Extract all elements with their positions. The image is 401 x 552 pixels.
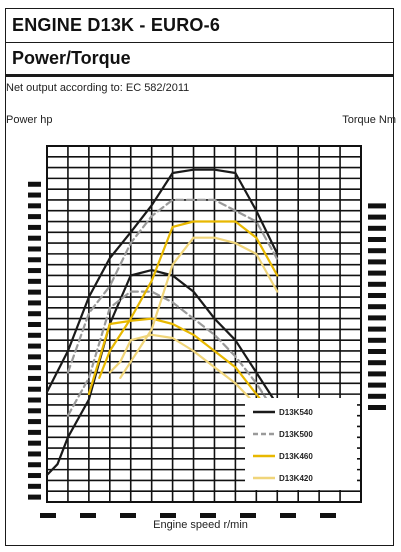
right-axis-tick (368, 237, 386, 242)
left-axis-tick (28, 311, 41, 317)
output-note: Net output according to: EC 582/2011 (6, 82, 190, 94)
left-axis-tick (28, 246, 41, 252)
left-axis-tick (28, 440, 41, 446)
left-axis-tick (28, 343, 41, 349)
subtitle-bar: Power/Torque (6, 43, 393, 77)
legend-label: D13K540 (279, 408, 313, 417)
left-axis-tick (28, 278, 41, 284)
left-axis-tick (28, 397, 41, 403)
series-power-line-d13k500 (66, 198, 279, 374)
x-axis-label: Engine speed r/min (153, 519, 248, 531)
left-axis-tick (28, 181, 41, 187)
right-axis-tick (368, 304, 386, 310)
right-axis-tick (368, 393, 386, 399)
legend-box (245, 398, 357, 490)
right-axis-tick (368, 293, 386, 298)
left-axis-tick (28, 451, 41, 457)
left-axis-tick (28, 192, 41, 198)
x-axis-tick (280, 513, 296, 518)
x-axis-tick (40, 513, 56, 518)
left-axis-tick (28, 214, 41, 220)
series-torque-line-d13k460 (87, 317, 279, 423)
title-bar: ENGINE D13K - EURO-6 (6, 9, 393, 43)
right-axis-tick (368, 337, 386, 343)
x-axis-tick (160, 513, 176, 518)
right-axis-tick (368, 405, 386, 410)
series-torque-line-d13k540 (45, 269, 279, 477)
right-axis-tick (368, 326, 386, 332)
chart-subtitle: Power/Torque (12, 48, 131, 68)
left-axis-tick (28, 322, 41, 327)
legend-label: D13K500 (279, 430, 313, 439)
x-axis-tick (80, 513, 96, 518)
y-axis-left-label: Power hp (6, 114, 53, 126)
left-axis-tick (28, 257, 41, 263)
left-axis-tick (28, 354, 41, 360)
x-axis-tick (200, 513, 216, 518)
x-axis-tick (240, 513, 256, 518)
left-axis-tick (28, 462, 41, 468)
legend-label: D13K420 (279, 474, 313, 483)
left-axis-tick (28, 419, 41, 425)
left-axis-tick (28, 408, 41, 414)
left-axis-tick (28, 224, 41, 230)
legend-label: D13K460 (279, 452, 313, 461)
left-axis-tick (28, 375, 41, 381)
right-axis-tick (368, 248, 386, 254)
left-axis-tick (28, 289, 41, 295)
left-axis-tick (28, 365, 41, 371)
y-axis-right-label: Torque Nm (342, 114, 396, 126)
right-axis-tick (368, 203, 386, 209)
x-axis-tick (320, 513, 336, 518)
right-axis-tick (368, 349, 386, 354)
right-axis-tick (368, 281, 386, 287)
left-axis-tick (28, 483, 41, 489)
left-axis-tick (28, 300, 41, 306)
series-power-line-d13k540 (45, 168, 279, 394)
left-axis-tick (28, 429, 41, 435)
series-power-line-d13k420 (119, 236, 279, 379)
right-axis-tick (368, 382, 386, 388)
chart-title: ENGINE D13K - EURO-6 (12, 15, 221, 35)
left-axis-tick (28, 386, 41, 392)
series-torque-line-d13k420 (108, 333, 279, 428)
x-axis-tick (120, 513, 136, 518)
left-axis-tick (28, 203, 41, 209)
right-axis-tick (368, 315, 386, 321)
right-axis-tick (368, 371, 386, 377)
left-axis-tick (28, 332, 41, 338)
series-torque-line-d13k500 (66, 290, 279, 417)
left-axis-tick (28, 473, 41, 479)
left-axis-tick (28, 268, 41, 274)
series-power-line-d13k460 (98, 220, 279, 379)
right-axis-tick (368, 225, 386, 231)
left-axis-tick (28, 235, 41, 241)
right-axis-tick (368, 360, 386, 366)
right-axis-tick (368, 214, 386, 220)
left-axis-tick (28, 494, 41, 500)
right-axis-tick (368, 270, 386, 276)
right-axis-tick (368, 259, 386, 265)
